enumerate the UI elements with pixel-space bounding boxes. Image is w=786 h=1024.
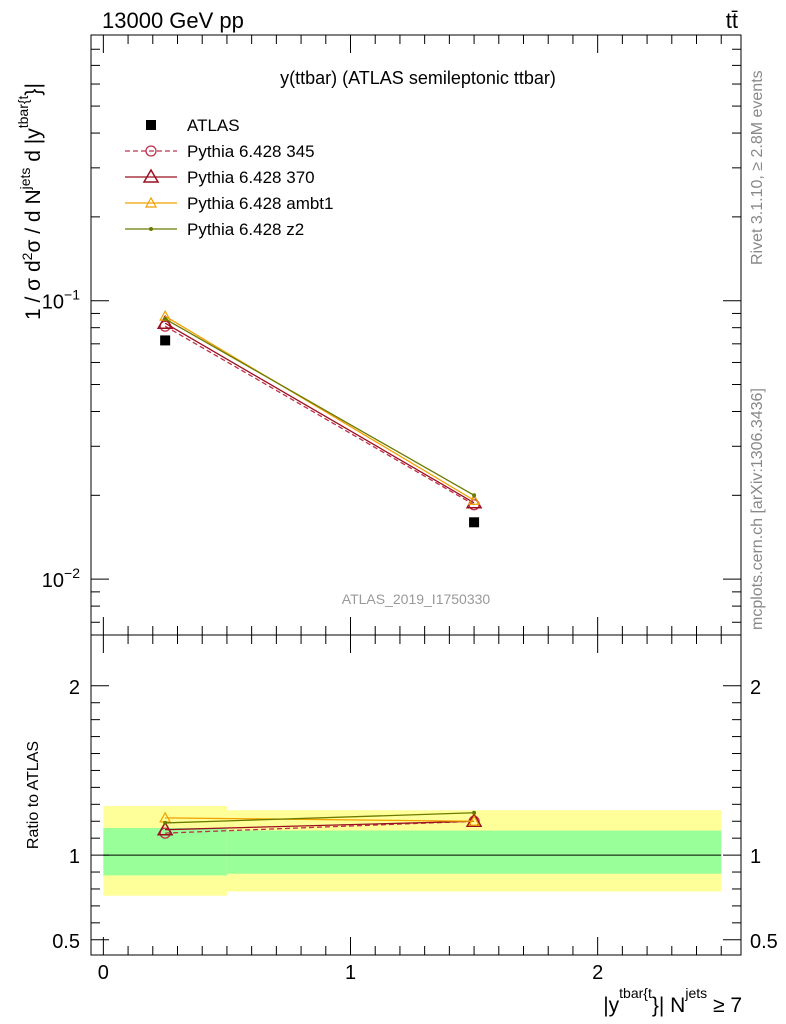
legend-marker-atlas <box>146 120 156 130</box>
legend-label-pythia-6-428-z2: Pythia 6.428 z2 <box>187 220 304 239</box>
legend: ATLAS Pythia 6.428 345 Pythia 6.428 370 Pyt… <box>125 116 333 239</box>
ratio-y-tick-label-right: 1 <box>750 846 761 868</box>
ratio-y-tick-label-right: 0.5 <box>750 931 778 953</box>
main-curves <box>156 309 483 528</box>
x-tick-label: 1 <box>345 962 356 984</box>
main-point-atlas-1 <box>469 517 480 528</box>
main-line-pythia-6-428-z2 <box>164 318 475 496</box>
ratio-band-green-1 <box>226 830 722 874</box>
main-point-atlas-0 <box>160 335 171 346</box>
ratio-y-tick-label: 0.5 <box>52 931 80 953</box>
ratio-point-pythia-6-428-z2-1 <box>472 810 477 815</box>
analysis-watermark: ATLAS_2019_I1750330 <box>342 591 491 607</box>
main-point-pythia-6-428-370-0 <box>156 314 174 329</box>
main-point-pythia-6-428-ambt1-1 <box>468 494 481 505</box>
legend-marker-pythia-6-428-345 <box>145 145 157 157</box>
ratio-point-pythia-6-428-345-0 <box>159 827 171 839</box>
legend-marker-pythia-6-428-370 <box>142 168 160 183</box>
mcplots-label: mcplots.cern.ch [arXiv:1306.3436] <box>749 388 766 630</box>
energy-label: 13000 GeV pp <box>102 8 244 33</box>
legend-marker-pythia-6-428-z2 <box>149 227 153 231</box>
ratio-line-pythia-6-428-370 <box>165 820 475 831</box>
ratio-point-pythia-6-428-370-0 <box>156 821 174 836</box>
rivet-version-label: Rivet 3.1.10, ≥ 2.8M events <box>749 70 766 265</box>
ratio-curves <box>156 810 483 839</box>
ratio-band-green-0 <box>103 828 227 876</box>
main-line-pythia-6-428-345 <box>164 325 475 506</box>
ratio-uncertainty-bands <box>103 806 722 896</box>
main-y-tick-label: 10−2 <box>42 565 80 592</box>
ratio-frame <box>90 634 742 956</box>
ratio-y-tick-label: 2 <box>69 677 80 699</box>
main-point-pythia-6-428-z2-1 <box>472 493 477 498</box>
ratio-point-pythia-6-428-370-1 <box>465 812 483 827</box>
legend-marker-pythia-6-428-ambt1 <box>144 196 158 208</box>
legend-label-pythia-6-428-ambt1: Pythia 6.428 ambt1 <box>187 194 333 213</box>
ratio-point-pythia-6-428-z2-0 <box>163 820 168 825</box>
ratio-line-pythia-6-428-ambt1 <box>165 817 475 822</box>
legend-label-pythia-6-428-370: Pythia 6.428 370 <box>187 168 315 187</box>
main-y-axis-label: 1 / σ d2σ / d Njets d |ytbar{t}| <box>15 83 45 320</box>
x-tick-label: 2 <box>592 962 603 984</box>
main-line-pythia-6-428-ambt1 <box>164 315 475 501</box>
ratio-panel: 0.5 0.5 1 1 2 2 0 1 2 Ratio to ATLAS |ytbar{t}| … <box>25 634 778 1017</box>
main-line-pythia-6-428-370 <box>164 322 475 504</box>
legend-label-pythia-6-428-345: Pythia 6.428 345 <box>187 142 315 161</box>
chart-title: y(ttbar) (ATLAS semileptonic ttbar) <box>280 68 556 88</box>
process-label: tt̄ <box>726 8 738 33</box>
ratio-y-tick-label-right: 2 <box>750 677 761 699</box>
x-tick-label: 0 <box>98 962 109 984</box>
main-y-tick-label: 10−1 <box>42 287 80 314</box>
main-point-pythia-6-428-z2-0 <box>163 316 168 321</box>
ratio-axis-ticks: 0.5 0.5 1 1 2 2 0 1 2 <box>52 635 778 984</box>
ratio-point-pythia-6-428-ambt1-1 <box>468 815 481 826</box>
main-y-ticks: 10−1 10−2 <box>42 34 741 635</box>
x-axis-label: |ytbar{t}| Njets ≥ 7 <box>603 985 742 1017</box>
legend-label-atlas: ATLAS <box>187 116 240 135</box>
ratio-y-tick-label: 1 <box>69 846 80 868</box>
ratio-line-pythia-6-428-z2 <box>165 812 475 824</box>
ratio-y-axis-label: Ratio to ATLAS <box>25 741 42 849</box>
